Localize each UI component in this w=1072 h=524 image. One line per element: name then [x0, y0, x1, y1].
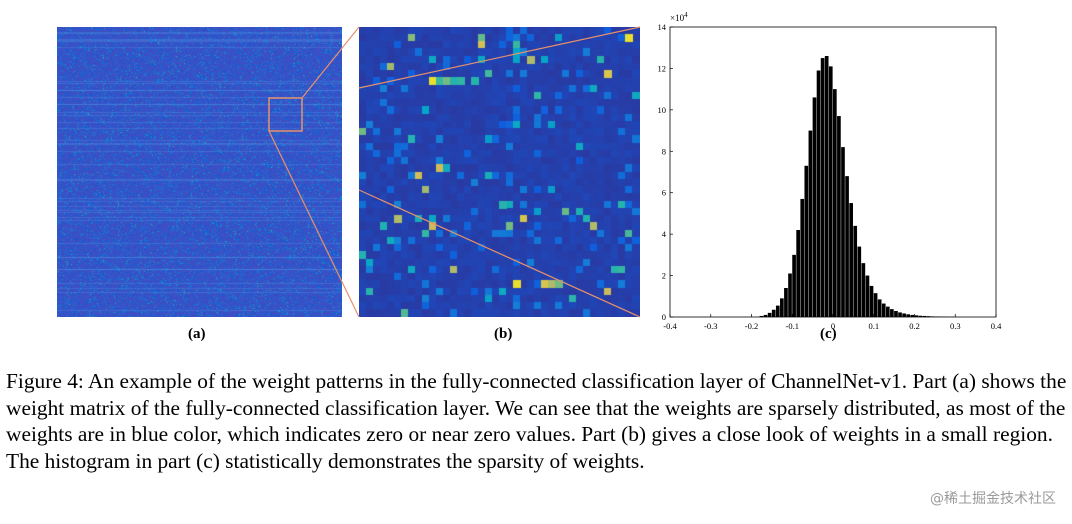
x-tick-label: 0.3	[950, 321, 961, 331]
x-tick-label: -0.2	[745, 321, 758, 331]
histogram-frame	[669, 26, 997, 318]
panel-c-label: (c)	[820, 326, 837, 342]
histogram-bar	[841, 147, 845, 317]
histogram-bar	[849, 203, 853, 317]
histogram-bar	[837, 116, 841, 317]
histogram-bar	[890, 309, 894, 317]
histogram-bar	[792, 254, 796, 317]
histogram-bar	[910, 314, 915, 317]
x-tick-label: -0.3	[704, 321, 717, 331]
histogram-bar	[894, 310, 898, 317]
watermark: @稀土掘金技术社区	[930, 491, 1056, 507]
y-tick-label: 6	[662, 188, 666, 198]
panel-a-label: (a)	[188, 326, 206, 342]
histogram-bar	[869, 285, 874, 317]
histogram-bar	[820, 58, 825, 317]
histogram-bar	[885, 306, 890, 317]
histogram-bar	[873, 293, 878, 317]
histogram-bar	[788, 273, 792, 317]
histogram-bar	[780, 298, 784, 317]
y-tick-label: 12	[658, 63, 667, 73]
y-tick-label: 2	[662, 271, 666, 281]
histogram-bar	[759, 315, 764, 317]
histogram-bar	[816, 70, 821, 317]
histogram-bar	[784, 288, 788, 317]
histogram-bar	[926, 316, 931, 317]
x-tick-label: 0.1	[868, 321, 879, 331]
histogram-bar	[767, 312, 772, 317]
y-tick-label: 10	[658, 105, 667, 115]
y-multiplier-label: ×104	[670, 11, 688, 23]
histogram-bar	[845, 176, 849, 317]
y-tick-label: 0	[662, 312, 666, 322]
histogram-bar	[922, 315, 927, 317]
zoomed-weight-heatmap	[359, 27, 640, 317]
figure-caption: Figure 4: An example of the weight patte…	[6, 368, 1068, 474]
weight-histogram: -0.4 -0.3 -0.2 -0.1 0 0.1 0.2 0.3 0.4 0 2 4 6 8 10 12 14…	[658, 11, 1003, 331]
histogram-bar	[861, 263, 866, 317]
histogram-bar	[771, 309, 776, 317]
histogram-bar	[914, 315, 919, 317]
histogram-bar	[812, 97, 817, 318]
zoom-region-box	[268, 97, 303, 132]
weight-matrix-heatmap	[57, 27, 342, 317]
zoom-line-bottom	[268, 130, 360, 318]
histogram-bar	[833, 89, 837, 317]
histogram-bar	[800, 198, 805, 317]
histogram-bar	[853, 225, 858, 317]
histogram-bar	[877, 299, 882, 317]
zoom-line-top	[301, 26, 360, 99]
histogram-bar	[865, 275, 870, 317]
x-tick-label: 0.4	[991, 321, 1002, 331]
x-tick-label: -0.4	[663, 321, 677, 331]
caption-text: Figure 4: An example of the weight patte…	[6, 369, 1067, 473]
histogram-bar	[918, 315, 923, 317]
x-tick-label: -0.1	[786, 321, 799, 331]
y-tick-label: 4	[662, 229, 667, 239]
histogram-bar	[804, 165, 809, 317]
histogram-bar	[828, 66, 833, 317]
zoom-line-bottom-right	[358, 189, 641, 318]
histogram-bar	[763, 314, 768, 317]
x-tick-label: 0	[831, 321, 835, 331]
histogram-bar	[796, 230, 800, 317]
panel-b-label: (b)	[494, 326, 513, 342]
y-tick-label: 8	[662, 146, 666, 156]
histogram-bar	[902, 313, 906, 317]
histogram-bar	[898, 312, 902, 317]
histogram-bar	[881, 303, 886, 317]
histogram-bar	[775, 305, 780, 317]
x-tick-label: 0.2	[909, 321, 920, 331]
histogram-bar	[906, 314, 911, 317]
histogram-bar	[824, 56, 829, 317]
zoom-line-top-right	[358, 26, 641, 89]
y-tick-label: 14	[658, 22, 667, 32]
histogram-bar	[808, 130, 813, 317]
histogram-bar	[857, 246, 862, 317]
